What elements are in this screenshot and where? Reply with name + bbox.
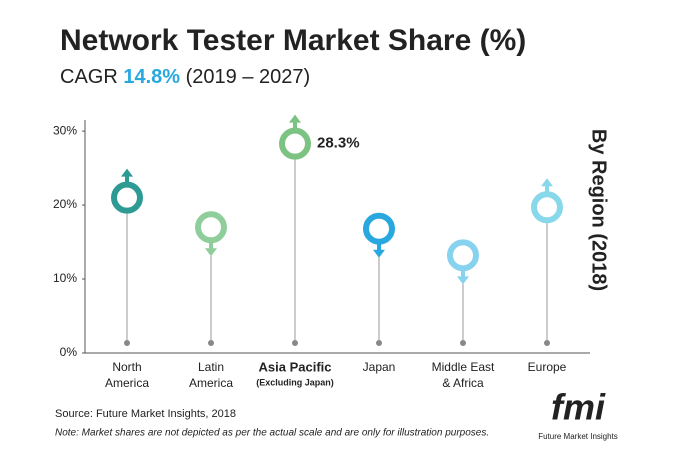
marker xyxy=(279,127,311,160)
stem-dot xyxy=(544,340,550,346)
arrow-head xyxy=(121,168,133,177)
x-tick-label: America xyxy=(105,376,149,390)
subtitle-lead: CAGR xyxy=(60,66,118,88)
x-tick-label: America xyxy=(189,376,233,390)
logo-mark: fmi xyxy=(551,387,606,428)
logo-name: Future Market Insights xyxy=(538,432,618,441)
stem-dot xyxy=(124,340,130,346)
stem-dot xyxy=(460,340,466,346)
x-tick-label: Latin xyxy=(198,360,224,374)
x-tick-label: Asia Pacific xyxy=(259,359,332,374)
marker xyxy=(531,191,563,224)
x-tick-label: Europe xyxy=(528,360,567,374)
stem-dot xyxy=(376,340,382,346)
x-tick-label: North xyxy=(112,360,141,374)
x-tick-label: Japan xyxy=(363,360,396,374)
note: Note: Market shares are not depicted as … xyxy=(55,428,489,439)
stem-dot xyxy=(208,340,214,346)
arrow-head xyxy=(205,248,217,257)
y-tick-label: 10% xyxy=(53,271,77,285)
arrow-head xyxy=(289,114,301,123)
y-tick-label: 30% xyxy=(53,123,77,137)
arrow-head xyxy=(457,276,469,285)
subtitle-period: (2019 – 2027) xyxy=(186,66,311,88)
marker xyxy=(363,212,395,245)
side-label: By Region (2018) xyxy=(588,129,610,291)
y-tick-label: 20% xyxy=(53,197,77,211)
stem-dot xyxy=(292,340,298,346)
marker xyxy=(111,181,143,214)
y-tick-label: 0% xyxy=(60,345,78,359)
chart-title: Network Tester Market Share (%) xyxy=(60,24,526,57)
arrow-head xyxy=(373,249,385,258)
arrow-head xyxy=(541,178,553,187)
chart-subtitle: CAGR 14.8% (2019 – 2027) xyxy=(60,66,310,88)
value-label: 28.3% xyxy=(317,135,360,152)
source: Source: Future Market Insights, 2018 xyxy=(55,408,236,420)
x-tick-label: & Africa xyxy=(442,376,484,390)
marker xyxy=(195,211,227,244)
x-tick-label: Middle East xyxy=(432,360,495,374)
marker xyxy=(447,239,479,272)
subtitle-cagr: 14.8% xyxy=(123,66,180,88)
x-tick-label: (Excluding Japan) xyxy=(256,377,334,387)
